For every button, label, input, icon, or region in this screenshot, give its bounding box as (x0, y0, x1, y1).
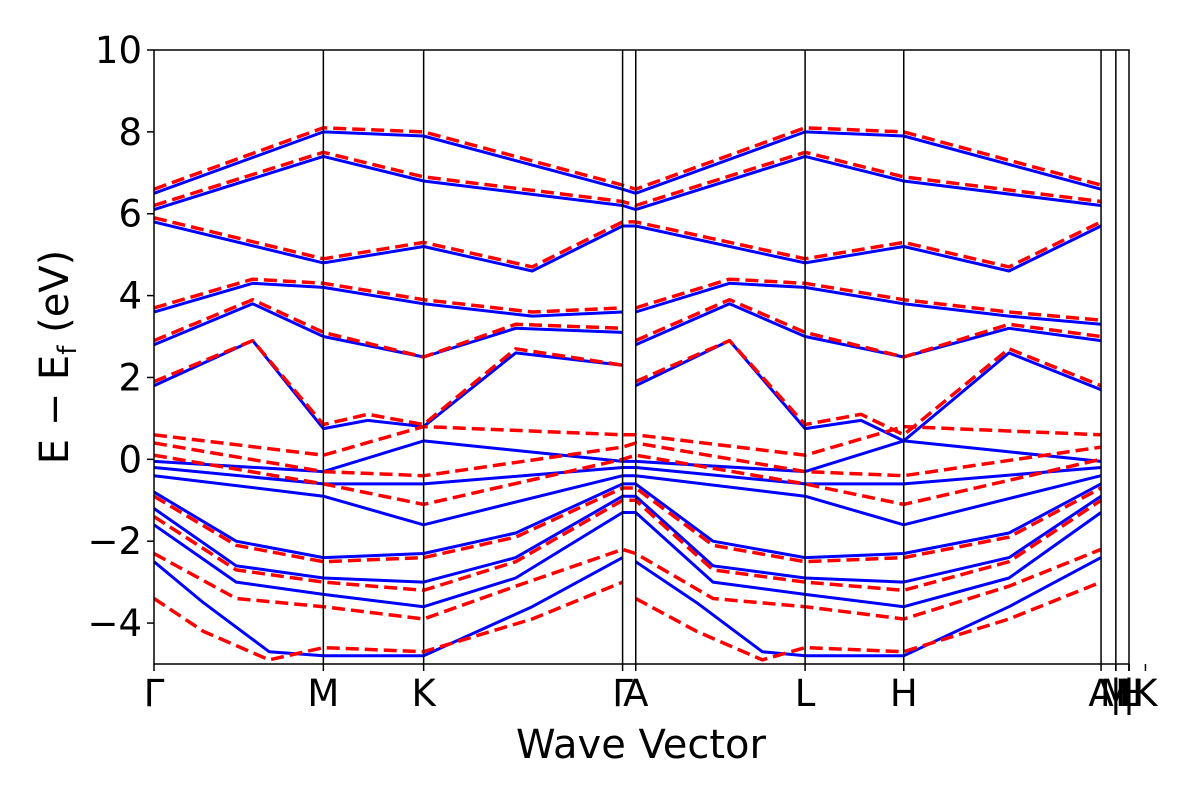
y-axis-title-unit: (eV) (32, 250, 78, 346)
solid-band-15 (154, 154, 1102, 212)
solid-band-0 (154, 439, 1102, 474)
y-axis-title-main: E − E (32, 355, 78, 465)
dashed-band-16 (154, 126, 1102, 191)
y-tick-label: 6 (118, 193, 142, 236)
x-ticks: Γ M K ΓA L H AM|LH|K (144, 664, 1159, 715)
dashed-band-4 (154, 498, 1102, 593)
y-tick-label: 10 (95, 29, 142, 72)
solid-band-9 (635, 339, 1102, 443)
x-tick-label: K (1133, 672, 1159, 715)
solid-band-3 (154, 482, 1102, 560)
solid-band-4 (154, 494, 1102, 584)
solid-band-11 (635, 302, 1102, 359)
solid-band-13 (635, 281, 1102, 326)
solid-band-5 (154, 511, 1102, 609)
dashed-band-11 (635, 297, 1102, 359)
x-tick-label: | (1123, 672, 1135, 715)
dashed-band-8 (154, 338, 623, 427)
solid-band-1 (154, 466, 1102, 486)
dashed-band-2 (154, 453, 1102, 507)
solid-band-12 (154, 281, 623, 318)
y-tick-label: 8 (118, 111, 142, 154)
x-tick-label: Γ (144, 672, 165, 715)
dashed-band-14 (154, 216, 1102, 269)
y-axis-title-subscript: f (53, 345, 83, 355)
solid-band-2 (154, 474, 1102, 527)
solid-band-16 (154, 130, 1102, 195)
x-tick-label: L (1119, 672, 1140, 715)
solid-band-14 (154, 220, 1102, 273)
x-tick-label: H (1115, 672, 1143, 715)
high-symmetry-lines (322, 50, 1117, 664)
x-tick-label: M (307, 672, 339, 715)
bands-layer (154, 126, 1102, 662)
y-tick-label: −4 (87, 602, 142, 645)
dashed-band-10 (154, 297, 623, 359)
y-axis-title: E − Ef (eV) (32, 250, 83, 465)
dashed-band-5 (154, 547, 1102, 621)
y-tick-label: 0 (118, 438, 142, 481)
x-tick-label: A (623, 672, 648, 715)
solid-band-10 (154, 302, 623, 359)
dashed-band-6 (154, 580, 624, 662)
dashed-band-12 (154, 277, 623, 314)
dashed-band-1 (154, 441, 1102, 478)
x-tick-label: Γ (612, 672, 633, 715)
dashed-band-13 (635, 277, 1102, 322)
dashed-band-0 (154, 424, 1102, 457)
dashed-band-7 (634, 580, 1102, 662)
y-tick-label: 4 (118, 275, 142, 318)
dashed-band-9 (634, 338, 1102, 437)
x-tick-label: H (890, 672, 918, 715)
x-tick-label: | (1110, 672, 1122, 715)
y-tick-label: 2 (118, 356, 142, 399)
solid-band-7 (634, 556, 1102, 658)
x-axis-title: Wave Vector (516, 722, 767, 768)
plot-frame (153, 49, 1130, 665)
x-tick-label: K (412, 672, 438, 715)
x-tick-label: M (1100, 672, 1132, 715)
dashed-band-3 (154, 486, 1102, 564)
dashed-band-15 (154, 150, 1102, 208)
y-tick-label: −2 (87, 520, 142, 563)
x-tick-label: L (795, 672, 816, 715)
x-tick-label: A (1088, 672, 1113, 715)
y-ticks: −4 −2 0 2 4 6 8 10 (87, 29, 154, 645)
